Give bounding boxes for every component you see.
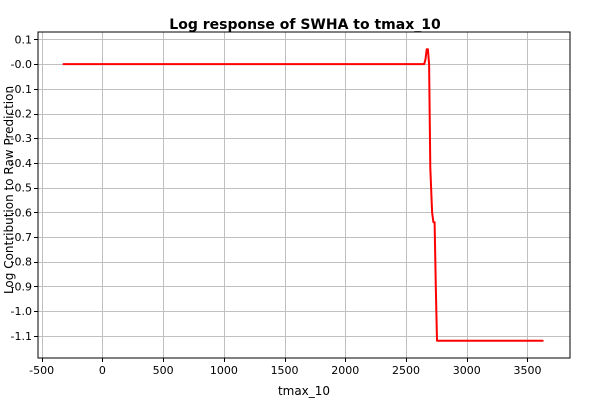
- x-axis-ticks: -500 0 500 1000 1500 2000 2500 3000 3500: [29, 358, 541, 377]
- x-tick-label: 500: [153, 364, 174, 377]
- x-tick-label: 2500: [392, 364, 420, 377]
- y-tick-label: -0.4: [11, 157, 32, 170]
- chart-title: Log response of SWHA to tmax_10: [169, 17, 441, 33]
- x-tick-label: -500: [29, 364, 54, 377]
- plot-area: [38, 32, 570, 358]
- y-tick-label: -1.1: [11, 330, 32, 343]
- y-tick-label: -0.9: [11, 280, 32, 293]
- x-tick-label: 3000: [453, 364, 481, 377]
- y-tick-label: -0.0: [11, 58, 32, 71]
- y-tick-label: 0.1: [15, 33, 33, 46]
- y-tick-label: -0.5: [11, 182, 32, 195]
- y-tick-label: -0.8: [11, 256, 32, 269]
- y-axis-label: Log Contribution to Raw Prediction: [2, 86, 16, 294]
- y-tick-label: -0.3: [11, 132, 32, 145]
- y-axis-ticks: 0.1 -0.0 -0.1 -0.2 -0.3 -0.4 -0.5 -0.6 -0.7 -0.8 -…: [11, 33, 38, 343]
- x-tick-label: 2000: [331, 364, 359, 377]
- y-tick-label: -1.0: [11, 305, 32, 318]
- series-layer: [62, 48, 544, 342]
- x-axis-label: tmax_10: [278, 384, 330, 398]
- x-tick-label: 1000: [210, 364, 238, 377]
- x-tick-label: 0: [99, 364, 106, 377]
- plot-frame: [37, 31, 571, 359]
- x-tick-label: 3500: [513, 364, 541, 377]
- y-tick-label: -0.7: [11, 231, 32, 244]
- x-tick-label: 1500: [271, 364, 299, 377]
- y-tick-label: -0.1: [11, 83, 32, 96]
- y-tick-label: -0.2: [11, 108, 32, 121]
- series-line: [62, 48, 544, 342]
- y-tick-label: -0.6: [11, 206, 32, 219]
